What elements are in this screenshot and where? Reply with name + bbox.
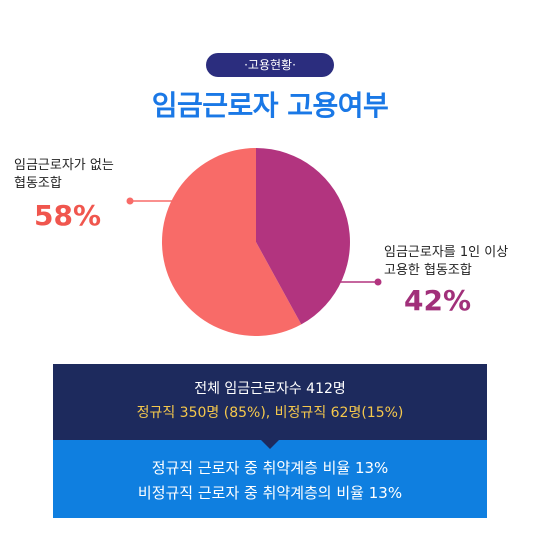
section-badge: ·고용현황· [206,53,334,77]
pie-slice-with-employees [256,148,350,325]
leader-dot-right [374,278,382,286]
slice-label-with-employees-line1: 임금근로자를 1인 이상 [384,245,509,260]
total-workers-text: 전체 임금근로자수 412명 [194,381,346,397]
slice-label-with-employees: 임금근로자를 1인 이상 고용한 협동조합 [384,244,534,280]
slice-percent-no-employees: 58% [34,199,102,232]
slice-label-no-employees-line1: 임금근로자가 없는 [14,158,114,173]
regular-vulnerable-text: 정규직 근로자 중 취약계층 비율 13% [151,459,389,477]
slice-label-no-employees-line2: 협동조합 [14,176,62,191]
slice-label-no-employees: 임금근로자가 없는 협동조합 [14,157,174,193]
vulnerable-ratio-box: 정규직 근로자 중 취약계층 비율 13% 비정규직 근로자 중 취약계층의 비… [53,440,487,518]
pie-slice-no-employees [161,148,302,336]
slice-label-with-employees-line2: 고용한 협동조합 [384,263,472,278]
employment-split-text: 정규직 350명 (85%), 비정규직 62명(15%) [136,405,404,421]
chart-title: 임금근로자 고용여부 [151,89,389,122]
summary-box-pointer [261,440,279,449]
leader-dot-left [126,197,134,205]
irregular-vulnerable-text: 비정규직 근로자 중 취약계층의 비율 13% [137,484,403,502]
summary-box: 전체 임금근로자수 412명 정규직 350명 (85%), 비정규직 62명(… [53,364,487,440]
slice-percent-with-employees: 42% [404,284,472,317]
